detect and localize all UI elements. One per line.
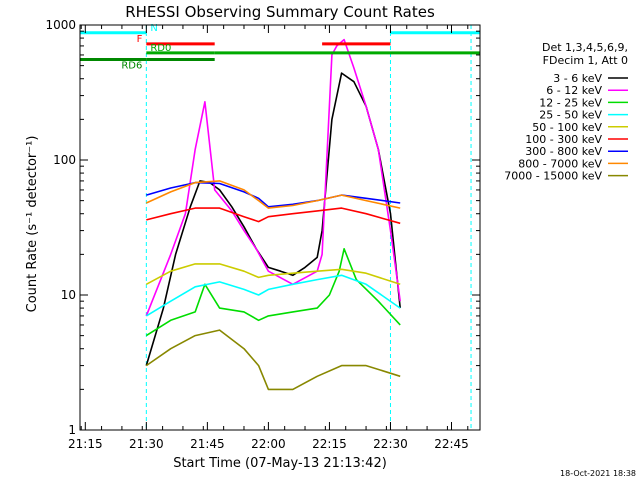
- chart-title: RHESSI Observing Summary Count Rates: [125, 3, 435, 21]
- x-tick-label-1: 21:30: [129, 437, 164, 451]
- series-line-3: [145, 274, 401, 317]
- series-line-8: [145, 329, 401, 391]
- flag-label-3: RD6: [121, 61, 142, 72]
- y-tick-label-3: 1000: [45, 18, 76, 32]
- x-tick-label-0: 21:15: [68, 437, 103, 451]
- series-line-4: [145, 263, 401, 286]
- plot-frame: [79, 24, 481, 431]
- legend-entry-label-0: 3 - 6 keV: [553, 72, 602, 85]
- x-tick-label-2: 21:45: [190, 437, 225, 451]
- legend-entry-label-2: 12 - 25 keV: [539, 96, 602, 109]
- legend-entry-label-8: 7000 - 15000 keV: [504, 170, 602, 183]
- legend-entry-label-6: 300 - 800 keV: [525, 145, 602, 158]
- y-tick-label-1: 10: [61, 288, 76, 302]
- footer-timestamp: 18-Oct-2021 18:38: [560, 469, 636, 478]
- series-line-2: [145, 248, 401, 337]
- legend: Det 1,3,4,5,6,9,FDecim 1, Att 0 3 - 6 keV…: [504, 41, 628, 183]
- y-axis-label: Count Rate (s⁻¹ detector⁻¹): [25, 136, 40, 313]
- x-tick-label-4: 22:15: [312, 437, 347, 451]
- x-tick-label-5: 22:30: [373, 437, 408, 451]
- flag-label-0: N: [150, 23, 157, 34]
- series-line-0: [145, 72, 401, 366]
- legend-entry-label-4: 50 - 100 keV: [532, 121, 602, 134]
- series-line-5: [146, 207, 401, 225]
- x-tick-label-6: 22:45: [434, 437, 469, 451]
- x-axis-label: Start Time (07-May-13 21:13:42): [173, 456, 387, 471]
- legend-entry-label-1: 6 - 12 keV: [546, 84, 602, 97]
- legend-header-0: Det 1,3,4,5,6,9,: [542, 41, 628, 54]
- flag-label-2: RD0: [150, 43, 171, 54]
- y-tick-label-2: 100: [53, 153, 76, 167]
- x-tick-label-3: 22:00: [251, 437, 286, 451]
- legend-entry-label-3: 25 - 50 keV: [539, 109, 602, 122]
- legend-entry-label-5: 100 - 300 keV: [525, 133, 602, 146]
- legend-header-1: FDecim 1, Att 0: [543, 54, 628, 67]
- flag-label-1: F: [137, 34, 143, 45]
- plot-area: NF RD0 RD6: [80, 23, 480, 430]
- series-line-7: [145, 180, 401, 209]
- axes: 1 10 100 1000 21:15 21:30 21:45 22:00 22:15 22:30…: [45, 18, 481, 451]
- y-tick-label-0: 1: [68, 423, 76, 437]
- legend-entry-label-7: 800 - 7000 keV: [518, 157, 602, 170]
